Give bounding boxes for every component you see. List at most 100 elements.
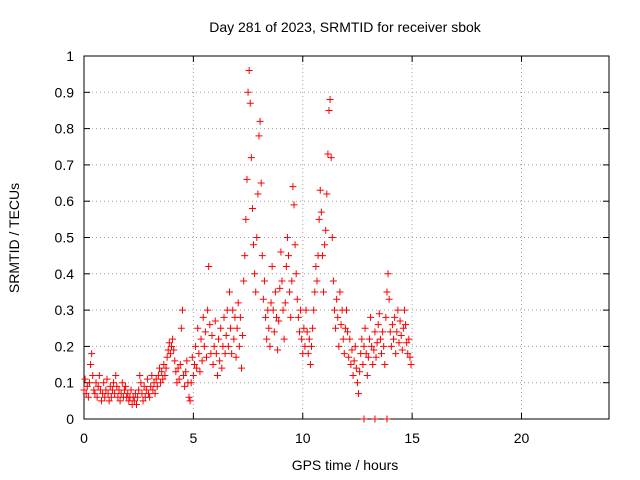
points-layer bbox=[80, 67, 415, 423]
data-point bbox=[327, 154, 335, 162]
data-point bbox=[257, 179, 265, 187]
data-point bbox=[168, 342, 175, 350]
data-point bbox=[320, 288, 328, 296]
data-point bbox=[383, 288, 391, 296]
data-point bbox=[400, 306, 408, 314]
data-point bbox=[364, 353, 372, 361]
data-point bbox=[290, 201, 298, 209]
data-point bbox=[142, 386, 150, 394]
y-tick-label: 1 bbox=[66, 48, 74, 64]
data-point bbox=[330, 306, 338, 314]
data-point bbox=[378, 350, 385, 358]
data-point bbox=[386, 328, 394, 336]
data-point bbox=[242, 215, 250, 223]
data-point bbox=[281, 299, 289, 307]
data-point bbox=[153, 382, 161, 390]
data-point bbox=[269, 306, 277, 314]
data-point bbox=[170, 346, 178, 354]
data-point bbox=[267, 299, 275, 307]
data-point bbox=[145, 390, 153, 398]
data-point bbox=[196, 368, 204, 376]
data-point bbox=[286, 288, 294, 296]
data-point bbox=[235, 342, 243, 350]
data-point bbox=[238, 364, 245, 372]
data-point bbox=[362, 350, 370, 358]
data-point bbox=[80, 386, 88, 394]
data-point bbox=[288, 277, 296, 285]
data-point bbox=[350, 357, 358, 365]
data-point bbox=[134, 393, 142, 401]
data-point bbox=[313, 277, 321, 285]
data-point bbox=[340, 350, 348, 358]
data-point bbox=[117, 390, 125, 398]
data-point bbox=[203, 353, 210, 361]
data-point bbox=[308, 342, 315, 350]
data-point bbox=[106, 382, 114, 390]
data-point bbox=[277, 248, 285, 256]
chart-title: Day 281 of 2023, SRMTID for receiver sbo… bbox=[209, 19, 482, 35]
data-point bbox=[182, 368, 190, 376]
data-point bbox=[146, 393, 154, 401]
data-point bbox=[315, 215, 323, 223]
data-point bbox=[397, 332, 405, 340]
data-point bbox=[149, 386, 157, 394]
data-point bbox=[155, 364, 163, 372]
data-point bbox=[163, 353, 171, 361]
x-tick-label: 15 bbox=[404, 430, 420, 446]
data-point bbox=[209, 361, 217, 369]
data-point bbox=[309, 324, 317, 332]
data-point bbox=[326, 96, 334, 104]
data-point bbox=[131, 390, 139, 398]
data-point bbox=[403, 339, 411, 347]
data-point bbox=[343, 306, 350, 314]
data-point bbox=[271, 288, 279, 296]
data-point bbox=[229, 306, 237, 314]
data-point bbox=[266, 342, 274, 350]
data-point bbox=[189, 371, 197, 379]
data-point bbox=[381, 361, 389, 369]
x-tick-label: 10 bbox=[295, 430, 311, 446]
data-point bbox=[321, 241, 329, 249]
data-point bbox=[358, 335, 366, 343]
data-point bbox=[173, 379, 181, 387]
data-point bbox=[390, 335, 398, 343]
data-point bbox=[186, 397, 194, 405]
data-point bbox=[175, 375, 183, 383]
data-point bbox=[355, 390, 363, 398]
data-point bbox=[84, 393, 92, 401]
data-point bbox=[276, 284, 284, 292]
data-point bbox=[270, 328, 278, 336]
data-point bbox=[218, 364, 226, 372]
data-point bbox=[263, 335, 271, 343]
data-point bbox=[372, 353, 380, 361]
data-point bbox=[230, 335, 238, 343]
data-point bbox=[260, 277, 268, 285]
data-point bbox=[404, 350, 412, 358]
data-point bbox=[161, 371, 169, 379]
data-point bbox=[247, 154, 255, 162]
data-point bbox=[225, 288, 233, 296]
data-point bbox=[312, 263, 320, 271]
data-point bbox=[367, 313, 375, 321]
data-point bbox=[213, 371, 221, 379]
data-point bbox=[118, 379, 126, 387]
data-point bbox=[160, 361, 168, 369]
data-point bbox=[329, 277, 337, 285]
data-point bbox=[120, 386, 128, 394]
data-point bbox=[110, 379, 118, 387]
data-point bbox=[406, 353, 414, 361]
data-point bbox=[300, 324, 308, 332]
data-point bbox=[236, 313, 244, 321]
data-point bbox=[394, 306, 402, 314]
data-point bbox=[197, 335, 205, 343]
data-point bbox=[304, 350, 312, 358]
data-point bbox=[127, 386, 135, 394]
data-point bbox=[174, 364, 182, 372]
data-point bbox=[122, 382, 130, 390]
data-point bbox=[183, 357, 191, 365]
data-point bbox=[352, 364, 360, 372]
data-point bbox=[205, 263, 213, 271]
grid-layer bbox=[84, 56, 609, 419]
data-point bbox=[87, 361, 95, 369]
